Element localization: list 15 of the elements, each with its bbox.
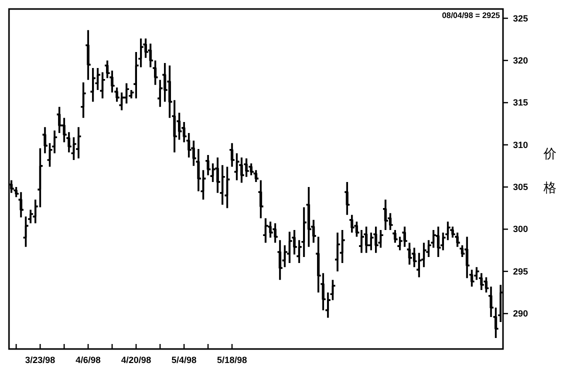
y-tick-label: 320 xyxy=(513,55,528,66)
y-tick-label: 310 xyxy=(513,140,528,150)
y-tick-label: 295 xyxy=(513,266,528,276)
y-tick-label: 300 xyxy=(513,224,528,234)
x-tick-label: 4/20/98 xyxy=(121,355,152,365)
y-tick-label: 315 xyxy=(513,98,528,108)
x-tick-label: 3/23/98 xyxy=(25,355,56,365)
x-tick-label: 5/18/98 xyxy=(217,355,248,365)
y-tick-label: 325 xyxy=(513,13,528,24)
y-tick-label: 305 xyxy=(513,182,528,192)
text: 价格 xyxy=(544,146,556,195)
x-tick-label: 5/4/98 xyxy=(172,355,197,365)
x-tick-label: 4/6/98 xyxy=(76,355,101,365)
y-tick-label: 290 xyxy=(513,308,528,319)
annotation: 08/04/98 = 2925 xyxy=(442,11,501,20)
